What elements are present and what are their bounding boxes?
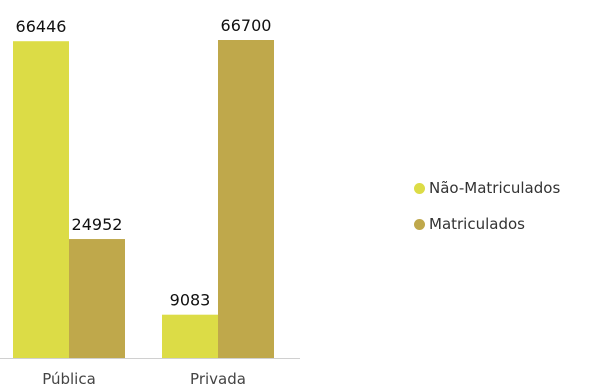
bar-publica-matriculados: [69, 239, 125, 358]
legend-label-matriculados: Matriculados: [429, 215, 525, 233]
legend-swatch-nao-matriculados: [414, 182, 425, 194]
data-label-privada-matriculados: 66700: [221, 16, 272, 35]
legend-label-nao-matriculados: Não-Matriculados: [429, 179, 561, 197]
bar-publica-nao-matriculados: [13, 41, 69, 359]
legend-item-nao-matriculados: Não-Matriculados: [414, 178, 560, 198]
legend: Não-Matriculados Matriculados: [414, 178, 560, 250]
bar-privada-matriculados: [218, 40, 274, 358]
legend-swatch-matriculados: [414, 218, 425, 230]
data-label-publica-nao-matriculados: 66446: [16, 17, 67, 36]
data-label-publica-matriculados: 24952: [72, 215, 123, 234]
x-tick-label-publica: Pública: [42, 370, 96, 388]
bar-privada-nao-matriculados: [162, 314, 218, 358]
legend-item-matriculados: Matriculados: [414, 214, 560, 234]
x-tick-label-privada: Privada: [190, 370, 246, 388]
data-label-privada-nao-matriculados: 9083: [170, 291, 211, 310]
